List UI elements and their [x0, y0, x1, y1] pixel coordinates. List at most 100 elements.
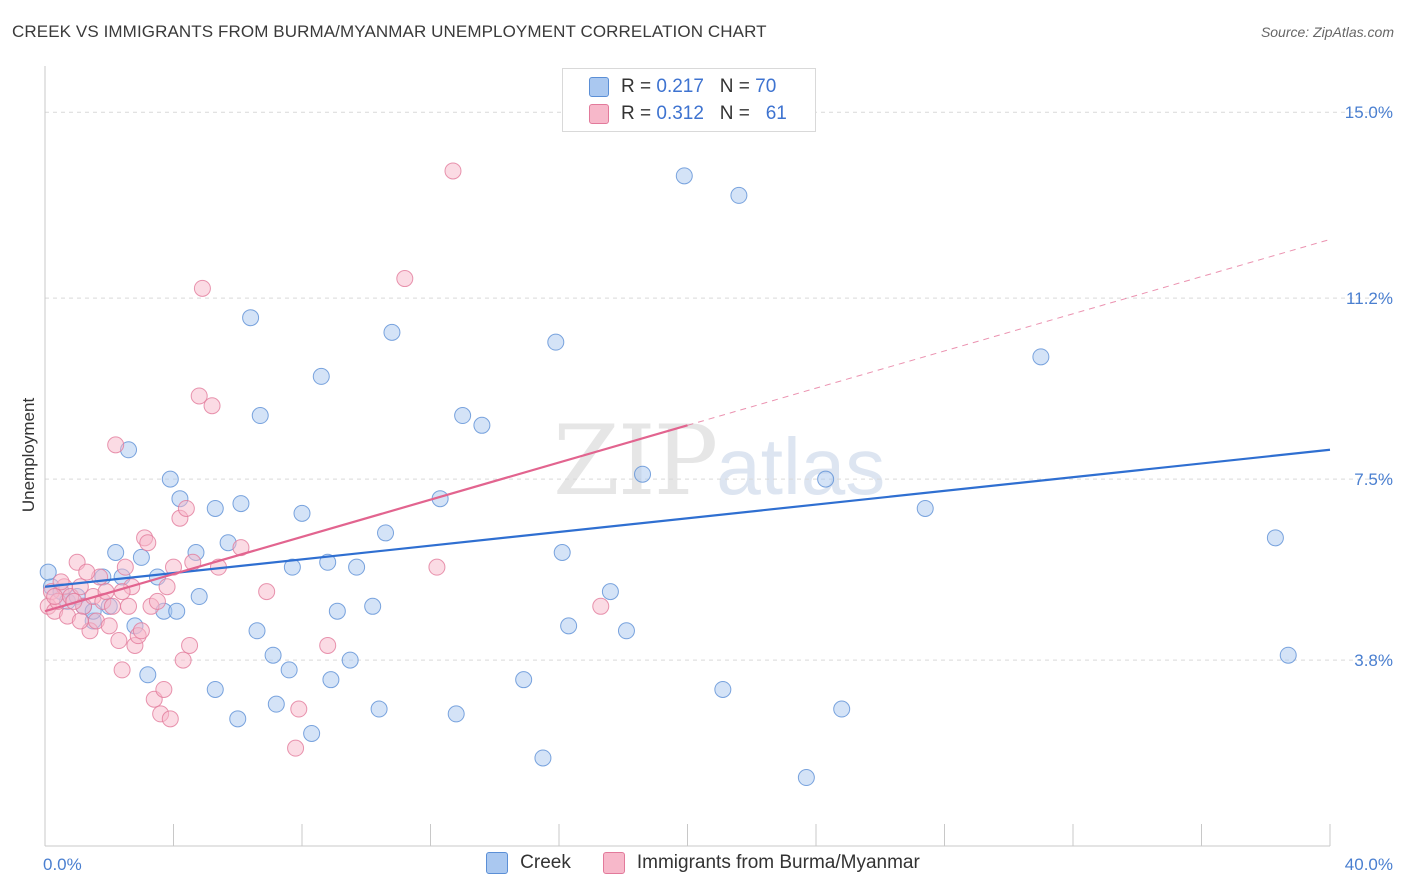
burma-point	[71, 612, 89, 630]
correlation-legend: R = 0.217 N = 70 R = 0.312 N = 61	[562, 68, 816, 132]
creek-point	[634, 465, 652, 483]
watermark-zip: ZIP	[553, 405, 718, 517]
creek-point	[1266, 529, 1284, 547]
y-tick-label: 7.5%	[1354, 470, 1393, 489]
creek-point	[168, 602, 186, 620]
chart-title: CREEK VS IMMIGRANTS FROM BURMA/MYANMAR U…	[12, 22, 767, 41]
burma-point	[396, 270, 414, 288]
creek-point	[601, 583, 619, 601]
burma-point	[319, 636, 337, 654]
creek-point	[341, 651, 359, 669]
burma-point	[190, 387, 208, 405]
x-tick-label: 40.0%	[1345, 855, 1393, 874]
legend-row-burma: R = 0.312 N = 61	[589, 101, 787, 127]
series-legend: Creek Immigrants from Burma/Myanmar	[0, 852, 1406, 874]
burma-point	[155, 680, 173, 698]
creek-point	[515, 671, 533, 689]
burma-point	[132, 622, 150, 640]
watermark-atlas: atlas	[716, 422, 886, 511]
creek-point	[322, 671, 340, 689]
creek-point	[132, 548, 150, 566]
creek-point	[206, 680, 224, 698]
legend-r-label: R =	[621, 103, 652, 124]
series-label-burma: Immigrants from Burma/Myanmar	[636, 852, 920, 873]
creek-point	[553, 543, 571, 561]
creek-point	[248, 622, 266, 640]
creek-point	[232, 495, 250, 513]
burma-trend-line-extension	[687, 238, 1331, 426]
legend-r-value: 0.217	[656, 76, 704, 97]
legend-r-value: 0.312	[656, 103, 704, 124]
legend-n-label: N =	[719, 103, 750, 124]
creek-point	[283, 558, 301, 576]
burma-point	[193, 279, 211, 297]
creek-point	[107, 543, 125, 561]
legend-r-label: R =	[621, 76, 652, 97]
creek-point	[229, 710, 247, 728]
creek-point	[242, 309, 260, 327]
watermark: ZIPatlas	[553, 405, 885, 517]
burma-point	[177, 499, 195, 517]
burma-point	[110, 632, 128, 650]
y-axis-title: Unemployment	[19, 398, 38, 513]
creek-point	[916, 499, 934, 517]
creek-point	[377, 524, 395, 542]
creek-point	[348, 558, 366, 576]
creek-point	[206, 499, 224, 517]
creek-point	[139, 666, 157, 684]
burma-point	[428, 558, 446, 576]
creek-point	[1032, 348, 1050, 366]
creek-point	[833, 700, 851, 718]
legend-swatch-burma	[589, 104, 609, 124]
creek-point	[39, 563, 57, 581]
burma-point	[103, 597, 121, 615]
burma-point	[165, 558, 182, 576]
creek-point	[817, 470, 835, 488]
creek-point	[264, 646, 282, 664]
burma-point	[203, 397, 221, 415]
creek-point	[675, 167, 693, 185]
creek-point	[534, 749, 552, 767]
burma-point	[107, 436, 125, 454]
burma-point	[290, 700, 308, 718]
legend-row-creek: R = 0.217 N = 70	[589, 74, 776, 100]
creek-point	[797, 769, 815, 787]
burma-point	[52, 573, 70, 591]
series-legend-burma: Immigrants from Burma/Myanmar	[602, 852, 920, 874]
creek-point	[280, 661, 298, 679]
burma-point	[139, 534, 157, 552]
series-label-creek: Creek	[520, 852, 571, 873]
burma-point	[181, 636, 199, 654]
y-tick-label: 3.8%	[1354, 651, 1393, 670]
creek-point	[303, 724, 321, 742]
creek-point	[714, 680, 732, 698]
burma-point	[592, 597, 610, 615]
source-label: Source: ZipAtlas.com	[1260, 24, 1394, 40]
creek-point	[547, 333, 565, 351]
burma-point	[174, 651, 192, 669]
creek-point	[293, 504, 311, 522]
burma-point	[287, 739, 305, 757]
creek-point	[161, 470, 179, 488]
burma-point	[148, 592, 166, 610]
creek-point	[617, 622, 635, 640]
legend-n-label: N =	[719, 76, 750, 97]
y-tick-label: 11.2%	[1346, 289, 1393, 308]
creek-point	[190, 588, 208, 606]
creek-point	[447, 705, 465, 723]
creek-point	[251, 407, 269, 425]
legend-n-value: 70	[755, 76, 777, 97]
burma-point	[46, 588, 64, 606]
creek-point	[730, 186, 748, 204]
burma-point	[444, 162, 462, 180]
creek-point	[364, 597, 382, 615]
burma-point	[113, 661, 131, 679]
creek-point	[1279, 646, 1297, 664]
burma-trend-line	[44, 424, 688, 613]
burma-point	[158, 578, 176, 596]
burma-point	[120, 597, 138, 615]
series-swatch-burma	[602, 852, 625, 874]
creek-point	[319, 553, 337, 571]
burma-point	[116, 558, 134, 576]
